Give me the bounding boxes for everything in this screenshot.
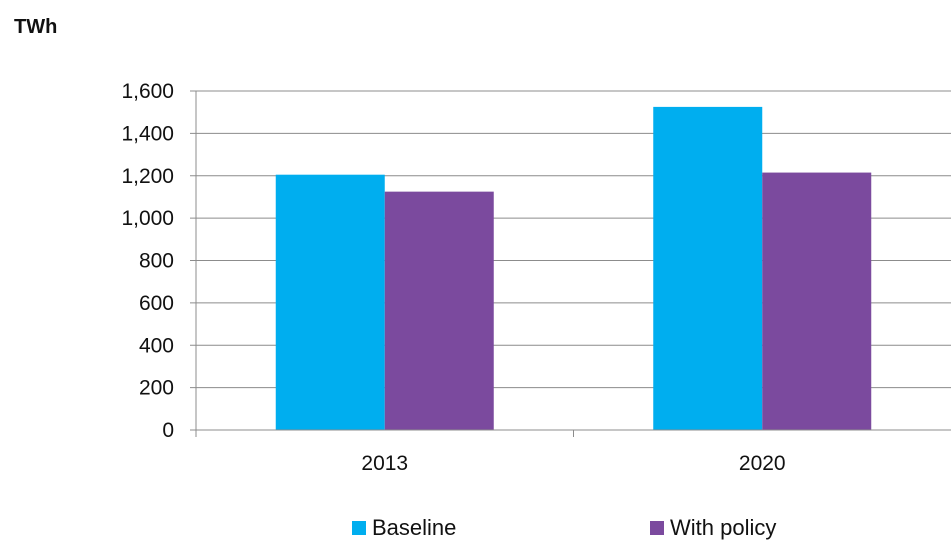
x-tick-labels: 2013 2020: [361, 452, 785, 475]
y-axis-unit-label: TWh: [14, 16, 57, 38]
legend-swatch: [650, 521, 664, 535]
bar-baseline-2013: [275, 174, 385, 430]
legend-label: With policy: [670, 515, 776, 540]
axes: [190, 90, 951, 437]
legend: Baseline With policy: [352, 515, 776, 540]
y-tick-label: 1,200: [121, 165, 174, 188]
x-tick-label: 2013: [361, 452, 408, 475]
bar-baseline-2020: [653, 106, 763, 430]
y-tick-label: 1,000: [121, 207, 174, 230]
x-tick-label: 2020: [739, 452, 786, 475]
y-tick-label: 600: [139, 292, 174, 315]
y-tick-label: 1,400: [121, 122, 174, 145]
y-tick-label: 400: [139, 334, 174, 357]
legend-label: Baseline: [372, 515, 456, 540]
legend-swatch: [352, 521, 366, 535]
y-tick-label: 800: [139, 250, 174, 273]
bar-with-policy-2020: [762, 172, 872, 430]
bars: [275, 106, 872, 430]
y-tick-label: 200: [139, 377, 174, 400]
bar-with-policy-2013: [384, 191, 494, 430]
y-tick-labels: 0 200 400 600 800 1,000 1,200 1,400 1,600: [121, 80, 174, 442]
y-tick-label: 0: [162, 419, 174, 442]
y-tick-label: 1,600: [121, 80, 174, 103]
